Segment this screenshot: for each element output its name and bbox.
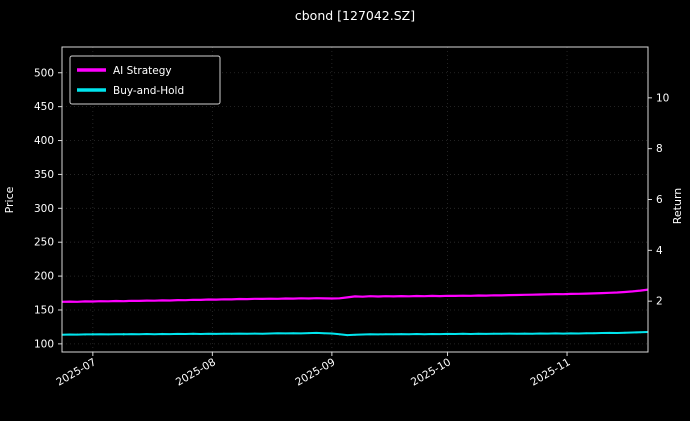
x-tick-label: 2025-09 [293, 356, 337, 388]
legend-box [69, 55, 221, 105]
price-tick-label: 300 [34, 203, 54, 215]
price-tick-label: 400 [34, 135, 54, 147]
return-tick-label: 8 [656, 143, 663, 155]
price-tick-label: 200 [34, 271, 54, 283]
return-axis-label: Return [671, 188, 684, 225]
x-tick-label: 2025-08 [174, 356, 218, 388]
legend: AI Strategy Buy-and-Hold [69, 55, 221, 105]
x-tick-label: 2025-07 [54, 356, 98, 388]
x-tick-label: 2025-10 [409, 356, 453, 388]
price-tick-label: 100 [34, 338, 54, 350]
legend-label-buy-and-hold: Buy-and-Hold [113, 85, 184, 97]
return-tick-label: 4 [656, 245, 663, 257]
x-tick-label: 2025-11 [529, 356, 573, 388]
return-tick-label: 10 [656, 92, 669, 104]
series-line-0 [61, 288, 649, 303]
price-tick-label: 500 [34, 67, 54, 79]
legend-label-ai-strategy: AI Strategy [113, 65, 172, 77]
price-tick-label: 150 [34, 304, 54, 316]
return-tick-label: 2 [656, 296, 663, 308]
return-tick-label: 6 [656, 194, 663, 206]
series-line-1 [61, 331, 649, 337]
chart-title: cbond [127042.SZ] [295, 8, 415, 23]
price-tick-label: 450 [34, 101, 54, 113]
price-tick-label: 350 [34, 169, 54, 181]
price-axis-label: Price [3, 186, 16, 213]
price-tick-label: 250 [34, 237, 54, 249]
